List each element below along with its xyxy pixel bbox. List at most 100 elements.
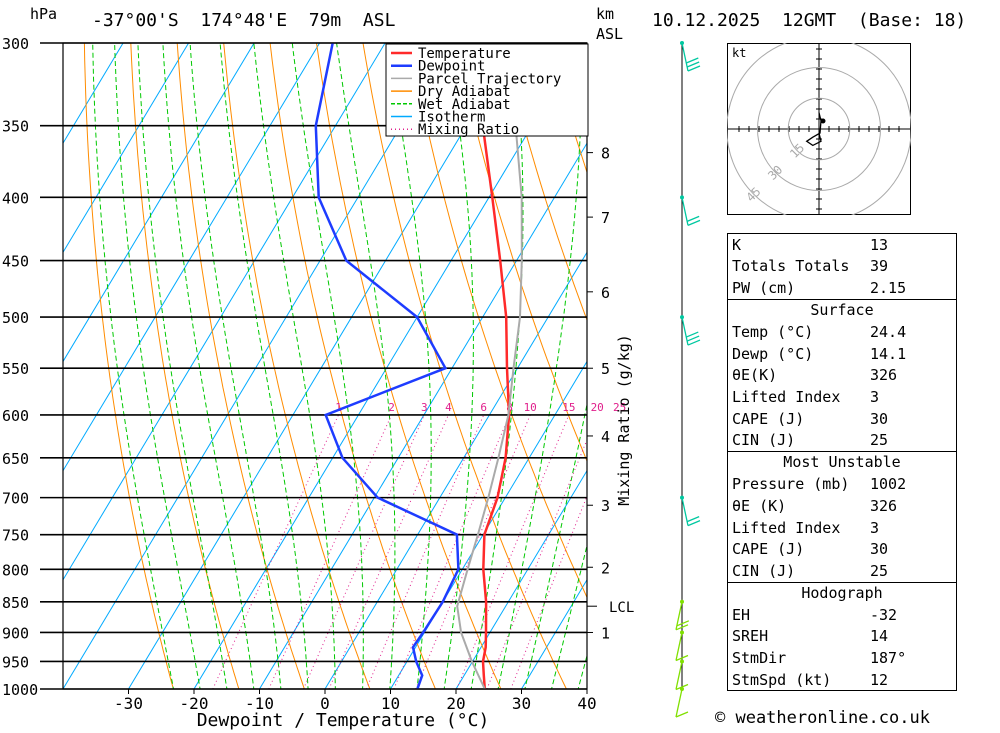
dewpoint-profile-line	[314, 43, 460, 689]
x-tick-label: 40	[577, 694, 596, 713]
mixing-ratio-label: 2	[388, 401, 395, 414]
mixing-ratio-line	[212, 414, 339, 689]
wind-barb-flag	[686, 331, 699, 338]
wet-adiabat-line	[92, 43, 175, 689]
dry-adiabat-line	[223, 43, 371, 689]
most-unstable-index-value: 3	[870, 518, 880, 537]
most-unstable-index-row: Pressure (mb) 1002	[728, 474, 956, 496]
pressure-tick-label: 450	[2, 253, 29, 271]
mixing-ratio-line	[365, 414, 485, 689]
mixing-ratio-label: 20	[591, 401, 604, 414]
pressure-tick-label: 650	[2, 450, 29, 468]
surface-index-value: 30	[870, 409, 889, 428]
wind-barb-shaft	[681, 42, 689, 72]
hodograph-index-value: 187°	[870, 649, 907, 668]
x-axis-title: Dewpoint / Temperature (°C)	[197, 710, 490, 731]
surface-index-value: 14.1	[870, 344, 907, 363]
isotherm-line	[520, 578, 587, 689]
most-unstable-section-title: Most Unstable	[728, 450, 956, 474]
temperature-profile-line	[472, 43, 511, 689]
km-unit-label: km	[596, 5, 615, 23]
index-row: K 13	[728, 234, 956, 256]
surface-index-value: 326	[870, 366, 898, 385]
surface-indices: Temp (°C) 24.4 Dewp (°C) 14.1 θE(K) 326 Lifted…	[728, 321, 956, 451]
hodograph-indices: EH -32 SREH 14 StmDir 187° StmSpd (kt) 12	[728, 604, 956, 690]
wet-adiabat-line	[497, 43, 583, 689]
isotherm-line	[389, 360, 587, 689]
credit-link[interactable]: © weatheronline.co.uk	[715, 708, 930, 728]
legend-entry-label: Isotherm	[418, 110, 485, 126]
wind-barb-flag	[675, 711, 689, 718]
pressure-tick-label: 550	[2, 360, 29, 378]
index-value: 13	[870, 235, 889, 254]
surface-index-row: CIN (J) 25	[728, 429, 956, 451]
isotherm-line	[258, 142, 587, 689]
hodograph-index-label: StmDir	[732, 649, 787, 668]
mixing-ratio-line	[328, 414, 449, 689]
wind-barb-shaft	[681, 497, 689, 526]
wind-barb-flag	[686, 215, 700, 222]
hodograph-index-label: SREH	[732, 627, 769, 646]
pressure-tick-label: 350	[2, 118, 29, 136]
wind-barb-shaft	[675, 688, 683, 718]
hodograph-index-row: EH -32	[728, 604, 956, 626]
mixing-ratio-label: 6	[480, 401, 487, 414]
wind-barb-flag	[686, 61, 700, 68]
surface-index-label: Lifted Index	[732, 387, 841, 406]
pressure-tick-label: 850	[2, 594, 29, 612]
dry-adiabat-line	[501, 43, 587, 322]
wind-barb-flag	[675, 624, 689, 631]
surface-index-value: 25	[870, 431, 889, 450]
height-km-label: 7	[601, 209, 610, 227]
index-value: 39	[870, 257, 889, 276]
wind-barb-flag	[675, 683, 689, 691]
top-indices: K 13 Totals Totals 39 PW (cm) 2.15	[728, 234, 956, 299]
wet-adiabat-line	[162, 43, 255, 689]
pressure-tick-label: 1000	[2, 681, 38, 699]
wet-adiabat-line	[189, 43, 282, 689]
hodograph-index-row: StmDir 187°	[728, 647, 956, 669]
pressure-tick-label: 600	[2, 407, 29, 425]
index-label: Totals Totals	[732, 257, 850, 276]
indices-panel: K 13 Totals Totals 39 PW (cm) 2.15 Surface Te…	[727, 233, 957, 692]
legend-entry-label: Temperature	[418, 46, 511, 62]
index-value: 2.15	[870, 278, 907, 297]
pressure-tick-label: 950	[2, 653, 29, 671]
mixing-ratio-line	[486, 438, 587, 689]
wet-adiabat-line	[336, 43, 396, 689]
x-tick-label: -20	[180, 694, 209, 713]
height-km-label: 1	[601, 624, 610, 642]
x-tick-label: 20	[446, 694, 465, 713]
isotherm-line	[63, 43, 255, 363]
x-tick-label: 30	[512, 694, 531, 713]
wet-adiabat-line	[551, 543, 587, 689]
location-title: -37°00'S 174°48'E 79m ASL	[92, 10, 396, 31]
hodograph-section-title: Hodograph	[728, 581, 956, 605]
most-unstable-index-label: Pressure (mb)	[732, 475, 850, 494]
hodograph-unit-label: kt	[732, 46, 746, 60]
height-km-label: 3	[601, 497, 610, 515]
hodograph-index-row: SREH 14	[728, 626, 956, 648]
legend-entry-label: Dry Adiabat	[418, 84, 511, 100]
wind-barb-flag	[675, 654, 689, 662]
wet-adiabat-line	[114, 43, 201, 689]
wind-barb-flag	[687, 339, 701, 346]
mixing-ratio-line	[415, 414, 531, 689]
x-tick-label: -30	[114, 694, 143, 713]
surface-index-row: Lifted Index 3	[728, 386, 956, 408]
most-unstable-index-value: 30	[870, 540, 889, 559]
legend-entry-label: Dewpoint	[418, 59, 485, 75]
surface-index-value: 3	[870, 387, 880, 406]
most-unstable-index-row: CIN (J) 25	[728, 560, 956, 582]
wind-barb-flag	[676, 620, 690, 627]
wet-adiabat-line	[253, 43, 336, 689]
index-row: PW (cm) 2.15	[728, 277, 956, 299]
hodograph-ring	[787, 97, 851, 161]
x-tick-label: -10	[245, 694, 274, 713]
x-tick-label: 10	[381, 694, 400, 713]
isotherm-line	[63, 43, 321, 472]
height-km-label: 2	[601, 559, 610, 577]
wind-barb-flag	[687, 65, 701, 72]
wind-barb-flag	[687, 219, 701, 226]
